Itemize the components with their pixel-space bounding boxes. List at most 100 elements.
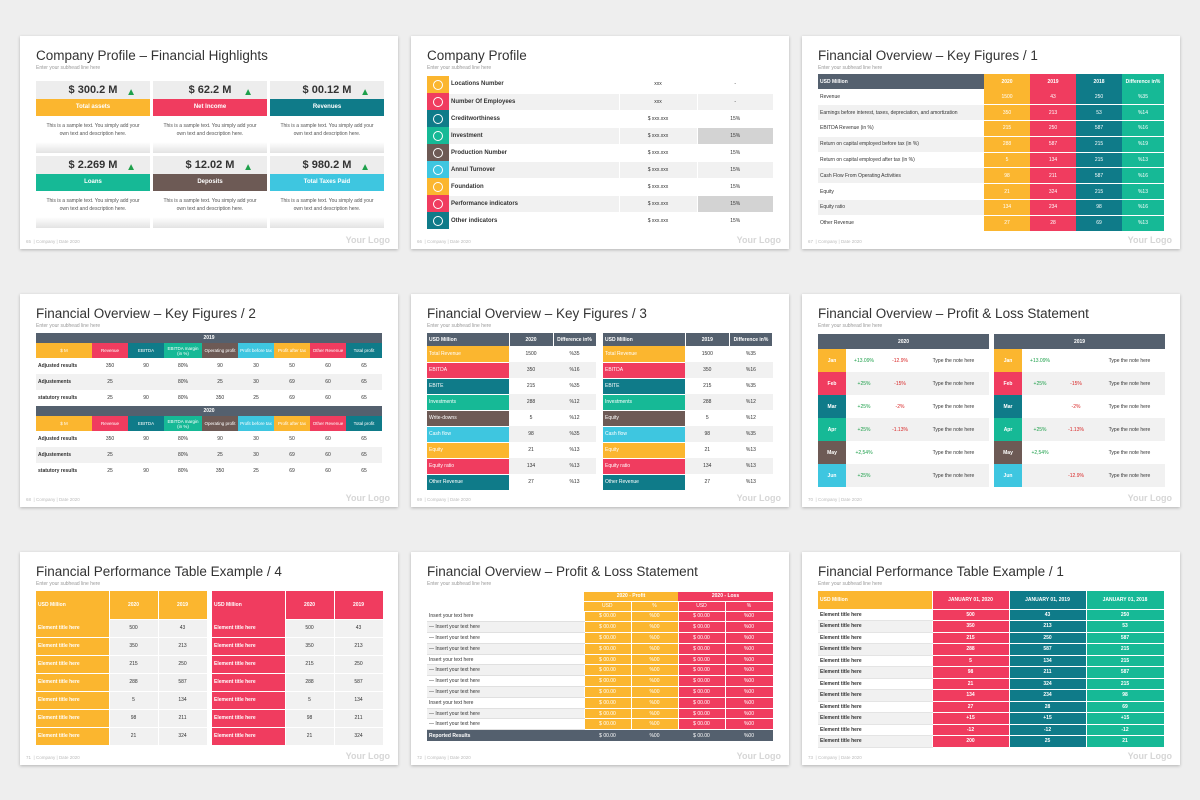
month-label: Jun (818, 464, 846, 487)
header-row: USD Million 2019 Difference in% (603, 333, 774, 346)
tile-description: This is a sample text. You simply add yo… (270, 116, 384, 153)
group-header: 2020 - Profit (584, 592, 678, 601)
column-header: USD (678, 600, 726, 611)
year-header: 2020 (818, 334, 989, 349)
header-row: USD Million JANUARY 01, 2020 JANUARY 01, 2… (818, 591, 1165, 609)
slide-performance-4[interactable]: Financial Performance Table Example / 4 … (20, 552, 398, 765)
table-row: Element title here -12 -12 -12 (818, 723, 1165, 736)
row-label: Element title here (212, 637, 285, 656)
table-cell: 25 (202, 374, 238, 390)
loss-value: -1.13% (882, 418, 918, 441)
slide-profit-loss-monthly[interactable]: Financial Overview – Profit & Loss State… (802, 294, 1180, 507)
column-header: % (725, 600, 774, 611)
slide-performance-1[interactable]: Financial Performance Table Example / 1 … (802, 552, 1180, 765)
loss-value (1058, 349, 1094, 372)
table-row: — Insert your text here $ 00.00 %00 $ 00.00… (427, 642, 774, 655)
month-label: Jan (818, 349, 846, 372)
loss-usd: $ 00.00 (677, 632, 726, 644)
profile-percent: 15% (696, 178, 773, 196)
spacer-cell (427, 601, 584, 611)
year-row: 2020 (818, 334, 989, 349)
column-header: 2019 (1030, 74, 1076, 89)
table-cell: 80% (164, 374, 202, 390)
slide-title: Financial Overview – Key Figures / 2 (36, 306, 256, 321)
table-cell: 500 (108, 618, 159, 638)
profile-icon-cell (427, 195, 449, 212)
table-cell: %35 (553, 378, 596, 394)
table-cell: 288 (984, 136, 1030, 153)
gain-value: +13.09% (846, 349, 882, 372)
table-cell: 288 (685, 394, 730, 410)
reported-value: $ 00.00 (584, 729, 631, 741)
profile-row: Annul Turnover $ xxx.xxx 15% (427, 161, 773, 179)
highlight-tile: $ 12.02 M ▲ Deposits This is a sample text.… (153, 156, 267, 228)
table-cell: statutory results (36, 390, 92, 406)
note-cell: Type the note here (918, 372, 989, 395)
tile-description: This is a sample text. You simply add yo… (153, 116, 267, 153)
table-cell: 27 (685, 474, 730, 490)
table-row: Equity ratio 134 %13 (603, 458, 773, 475)
month-label: May (994, 441, 1022, 464)
table-cell: 200 (931, 735, 1010, 748)
table-cell: 1500 (685, 346, 730, 362)
year-header: 2019 (36, 333, 383, 343)
slide-key-figures-2[interactable]: Financial Overview – Key Figures / 2 Ent… (20, 294, 398, 507)
arrow-up-icon: ▲ (126, 162, 136, 173)
table-cell: %35 (553, 426, 596, 442)
gain-value (1022, 395, 1058, 418)
table-cell: 43 (333, 618, 384, 638)
profit-usd: $ 00.00 (583, 642, 632, 655)
tile-label: Loans (36, 174, 150, 191)
table-cell: 215 (984, 120, 1030, 137)
reported-value: %00 (631, 729, 678, 741)
month-label: May (818, 441, 846, 464)
table-cell: 288 (108, 672, 159, 692)
table-cell: 21 (108, 726, 159, 746)
performance-dates-table: USD Million JANUARY 01, 2020 JANUARY 01, 2… (818, 591, 1165, 748)
loss-pct: %00 (724, 686, 774, 698)
table-cell: 98 (108, 708, 159, 728)
table-row: Total Revenue 1500 %35 (603, 346, 773, 363)
table-cell: 213 (1008, 620, 1087, 633)
month-label: Apr (994, 418, 1022, 441)
slide-profit-loss-statement[interactable]: Financial Overview – Profit & Loss State… (411, 552, 789, 765)
table-row: Jan +13.09% Type the note here (994, 349, 1165, 372)
slide-footer: 66 | Company | Date 2020 (417, 239, 471, 244)
table-cell: 65 (346, 358, 383, 374)
table-cell: 69 (274, 390, 310, 406)
column-header: 2019 (334, 591, 384, 619)
table-row: — Insert your text here $ 00.00 %00 $ 00.00… (427, 686, 774, 698)
column-header: JANUARY 01, 2019 (1009, 591, 1087, 609)
slide-company-profile[interactable]: Company Profile Enter your subhead line … (411, 36, 789, 249)
profile-label: Creditworthiness (449, 110, 619, 128)
slide-key-figures-1[interactable]: Financial Overview – Key Figures / 1 Ent… (802, 36, 1180, 249)
header-row: USD Million 2020 Difference in% (427, 333, 597, 346)
table-row: Element title here 134 234 98 (818, 689, 1165, 702)
profit-pct: %00 (630, 610, 679, 623)
table-row: Element title here 288 587 (36, 672, 208, 692)
column-header: 2019 (685, 333, 730, 346)
highlight-tile: $ 980.2 M ▲ Total Taxes Paid This is a samp… (270, 156, 384, 228)
arrow-up-icon: ▲ (360, 87, 370, 98)
table-row: Investments 288 %12 (427, 394, 596, 411)
table-row: Earnings before interest, taxes, depreci… (818, 104, 1164, 122)
column-header: EBITDA margin (in %) (164, 416, 202, 431)
table-cell: 134 (931, 689, 1010, 702)
loss-usd: $ 00.00 (677, 653, 726, 666)
table-row: statutory results 25 90 80% 350 25 69 60 65 (36, 390, 383, 406)
table-cell: 60 (310, 463, 346, 479)
header-row: USD Million 2020 2019 (36, 591, 208, 619)
table-cell: 350 (202, 463, 238, 479)
slide-footer: 68 | Company | Date 2020 (26, 497, 80, 502)
column-header: 2020 (109, 591, 159, 619)
table-cell: 215 (1076, 152, 1122, 169)
slide-footer: 70 | Company | Date 2020 (808, 497, 862, 502)
table-row: Feb +25% -15% Type the note here (994, 372, 1165, 395)
table-cell: 90 (128, 463, 164, 479)
loss-usd: $ 00.00 (677, 696, 726, 709)
gain-value (1022, 464, 1058, 487)
table-row: Equity 21 %13 (427, 442, 596, 459)
slide-key-figures-3[interactable]: Financial Overview – Key Figures / 3 Ent… (411, 294, 789, 507)
column-header: Other Revenue (310, 416, 346, 431)
slide-financial-highlights[interactable]: Company Profile – Financial Highlights E… (20, 36, 398, 249)
